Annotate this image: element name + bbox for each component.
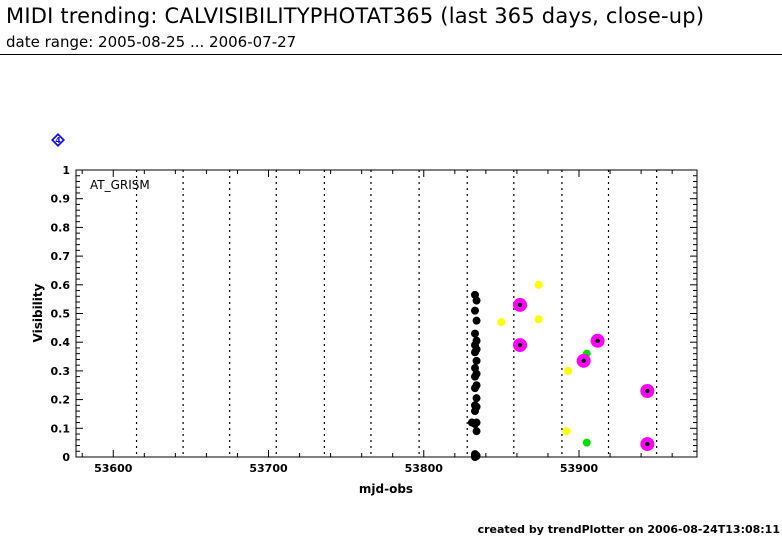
data-point — [534, 280, 543, 289]
data-point — [470, 407, 479, 416]
data-point — [470, 451, 479, 460]
data-point-center — [517, 342, 523, 348]
data-point — [472, 356, 481, 365]
data-point — [467, 418, 476, 427]
x-tick-label: 53900 — [560, 462, 599, 475]
footer-credit: created by trendPlotter on 2006-08-24T13… — [477, 523, 780, 536]
data-point-center — [581, 358, 586, 364]
data-point — [470, 306, 479, 315]
y-tick-label: 0.9 — [51, 193, 71, 206]
y-tick-label: 0.6 — [51, 279, 71, 292]
data-point — [472, 296, 481, 305]
data-point — [564, 366, 573, 375]
x-tick-label: 53600 — [94, 462, 133, 475]
y-tick-label: 0 — [62, 451, 70, 464]
data-point — [470, 384, 479, 393]
data-point — [497, 318, 506, 327]
page-title: MIDI trending: CALVISIBILITYPHOTAT365 (l… — [6, 4, 705, 28]
header-divider — [0, 54, 782, 55]
y-axis-label: Visibility — [31, 283, 45, 342]
vertical-grid-lines — [135, 170, 658, 457]
y-tick-label: 1 — [62, 164, 70, 177]
y-tick-label: 0.2 — [51, 394, 71, 407]
data-points — [467, 280, 655, 461]
y-tick-label: 0.1 — [51, 422, 71, 435]
data-point — [472, 427, 481, 436]
diamond-badge-label: 4 — [55, 136, 61, 145]
x-tick-label: 53800 — [405, 462, 444, 475]
data-point — [470, 372, 479, 381]
data-point — [534, 315, 543, 324]
data-point-center — [645, 441, 650, 447]
x-axis-label: mjd-obs — [359, 482, 413, 496]
y-tick-label: 0.7 — [51, 250, 71, 263]
data-point — [582, 438, 591, 447]
y-tick-label: 0.3 — [51, 365, 71, 378]
plot-frame — [75, 169, 698, 458]
date-range-subtitle: date range: 2005-08-25 ... 2006-07-27 — [6, 33, 297, 51]
x-tick-label: 53700 — [249, 462, 288, 475]
data-point — [562, 427, 571, 436]
data-point — [470, 329, 479, 338]
y-tick-label: 0.4 — [51, 336, 71, 349]
data-point-center — [645, 388, 650, 394]
data-point-center — [517, 302, 523, 308]
y-tick-label: 0.5 — [51, 308, 71, 321]
diamond-badge-icon: 4 — [51, 133, 65, 147]
y-tick-label: 0.8 — [51, 221, 71, 234]
data-point — [470, 348, 479, 357]
data-point — [472, 394, 481, 403]
data-point — [472, 316, 481, 325]
axis-ticks: 53600 53700 53800 53900 0 0.1 0.2 0.3 0.4 0.5 0.6 0… — [51, 164, 697, 475]
data-point-center — [595, 338, 600, 343]
plot-annotation: AT_GRISM — [90, 178, 150, 192]
